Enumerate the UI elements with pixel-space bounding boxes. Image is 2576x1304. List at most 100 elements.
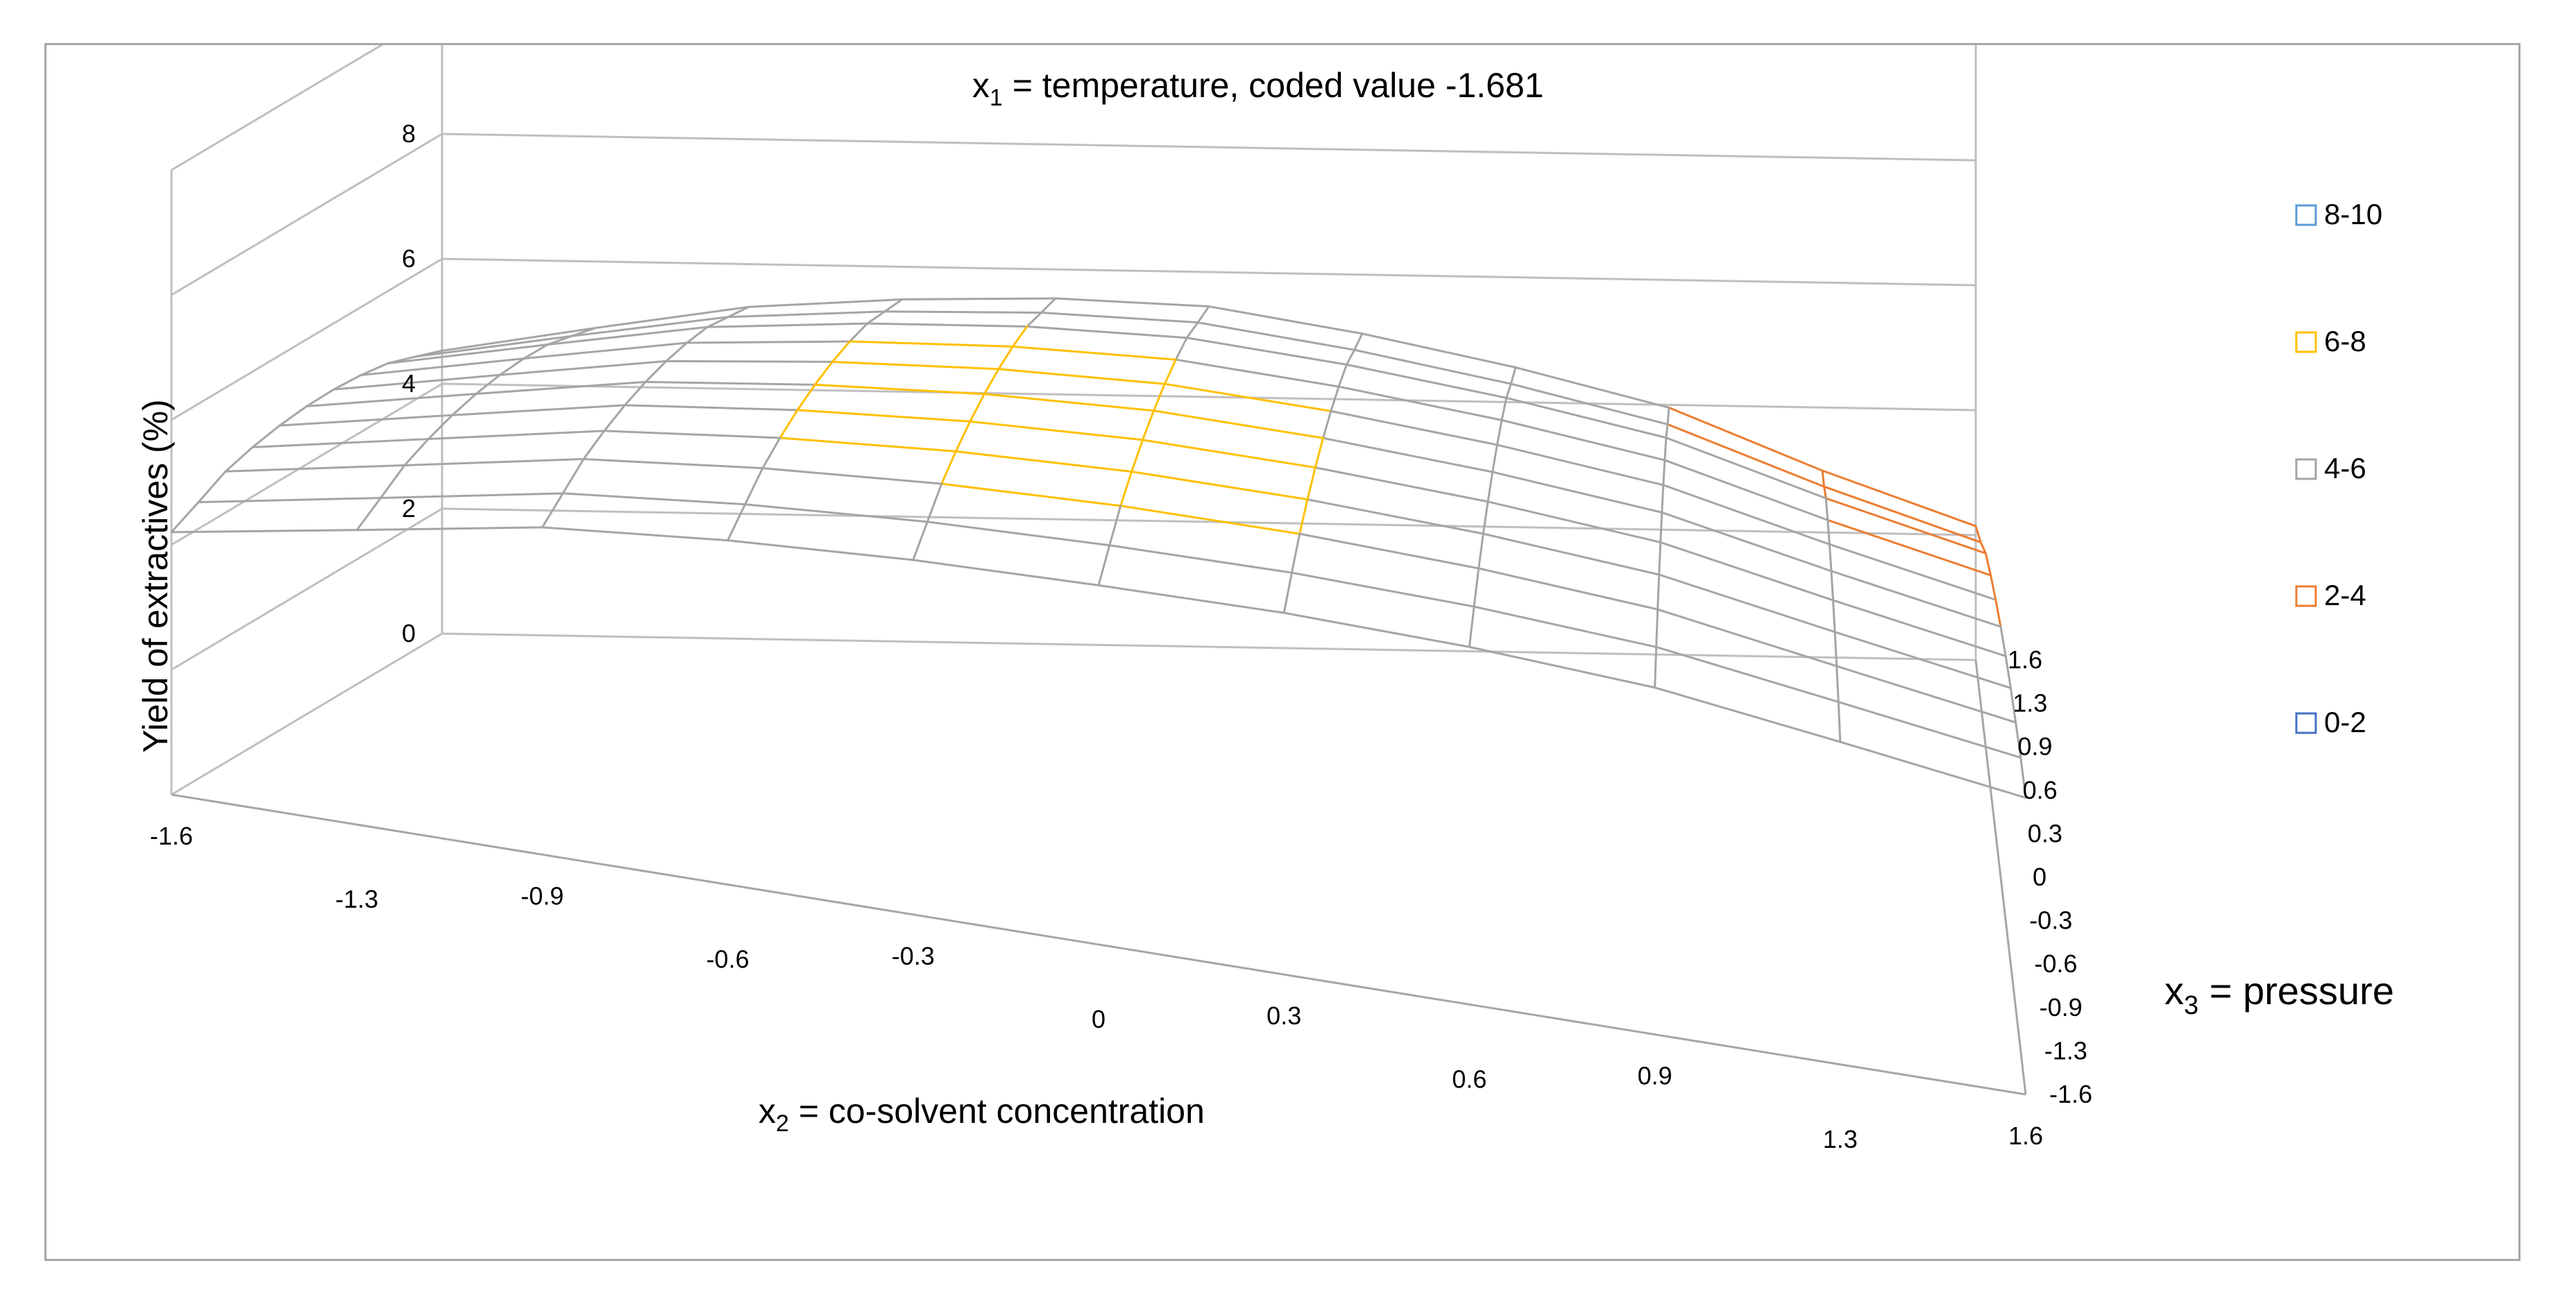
mesh-line-x3 (1486, 471, 1494, 503)
mesh-line-x3 (686, 325, 709, 344)
mesh-line-x3 (1984, 552, 1992, 577)
mesh-line-x2 (1509, 382, 1669, 425)
mesh-line-x3 (2009, 686, 2017, 724)
mesh-line-x3 (1482, 500, 1489, 535)
mesh-line-x2 (1196, 321, 1356, 351)
mesh-line-x3 (1011, 325, 1028, 348)
mesh-line-x3 (983, 368, 1000, 396)
mesh-line-x2 (940, 482, 1122, 507)
mesh-line-x3 (1509, 366, 1517, 385)
mesh-line-x2 (1837, 700, 2022, 759)
mesh-line-x3 (359, 362, 389, 377)
mesh-line-x2 (355, 526, 543, 532)
mesh-line-x2 (744, 503, 929, 523)
mesh-line-x3 (1974, 525, 1982, 543)
mesh-line-x2 (1473, 605, 1658, 648)
mesh-line-x2 (1839, 740, 2027, 799)
mesh-line-x2 (1659, 541, 1834, 602)
mesh-line-x2 (1314, 466, 1489, 503)
mesh-line-x2 (983, 393, 1155, 412)
x-axis-title: x2 = co-solvent concentration (759, 1092, 1205, 1137)
mesh-line-x3 (1656, 573, 1661, 611)
mesh-line-x2 (441, 327, 597, 352)
legend-swatch (2295, 712, 2317, 734)
mesh-line-x2 (1345, 363, 1508, 399)
mesh-line-x3 (940, 450, 957, 485)
mesh-line-x2 (603, 430, 781, 439)
mesh-line-x3 (2019, 756, 2027, 799)
y-tick-label: -1.6 (2049, 1080, 2092, 1108)
mesh-line-x3 (926, 482, 943, 523)
mesh-line-x3 (1345, 348, 1356, 366)
mesh-line-x3 (1658, 541, 1662, 576)
mesh-line-x2 (1824, 497, 1987, 554)
y-tick-label: 0.3 (2028, 819, 2062, 847)
mesh-line-x3 (796, 383, 816, 412)
y-tick-labels: 1.6 1.3 0.9 0.6 0.3 0 -0.3 -0.6 -0.9 -1.3 -1.6 (2008, 645, 2092, 1108)
mesh-line-x3 (883, 298, 904, 313)
x-tick-label: 1.3 (1823, 1125, 1858, 1153)
z-gridline-5 (171, 45, 384, 171)
mesh-line-x3 (727, 503, 747, 542)
mesh-line-x2 (727, 539, 915, 561)
mesh-line-x2 (251, 438, 430, 448)
z-tick-label: 4 (402, 369, 416, 398)
mesh-line-x2 (1040, 312, 1199, 324)
x2-axis-line (171, 793, 2026, 1096)
mesh-line-x2 (403, 458, 585, 466)
mesh-line-x2 (686, 340, 851, 344)
mesh-line-x3 (1662, 459, 1666, 486)
mesh-line-x3 (1185, 321, 1199, 339)
mesh-line-x2 (1322, 437, 1494, 473)
legend-swatch (2295, 458, 2317, 480)
mesh-line-x2 (1666, 423, 1826, 488)
mesh-line-x2 (1108, 544, 1293, 574)
x-tick-label: 0.9 (1638, 1062, 1672, 1090)
mesh-line-x2 (1119, 505, 1301, 535)
mesh-line-x2 (849, 340, 1014, 348)
y-tick-label: 0.6 (2023, 776, 2058, 804)
chart-title: x1 = temperature, coded value -1.681 (972, 66, 1544, 111)
mesh-line-x3 (1337, 363, 1348, 388)
mesh-line-x3 (969, 393, 985, 423)
mesh-line-x2 (1827, 518, 1992, 577)
mesh-line-x3 (1097, 544, 1111, 586)
mesh-line-x3 (1663, 437, 1668, 462)
mesh-line-x3 (1830, 570, 1834, 602)
mesh-line-x3 (1837, 700, 1842, 743)
surface-chart: -1.6 -1.3 -0.9 -0.6 -0.3 0 0.3 0.6 0.9 1.3 1.6 1.6… (136, 45, 2394, 1153)
mesh-line-x2 (1500, 418, 1666, 462)
mesh-line-x3 (1666, 406, 1670, 425)
mesh-line-x2 (1353, 348, 1512, 385)
mesh-line-x2 (997, 368, 1166, 385)
mesh-line-x2 (387, 344, 549, 365)
z-tick-label: 2 (402, 494, 416, 523)
z-gridline-0 (171, 632, 1976, 796)
mesh-line-x3 (1824, 497, 1829, 521)
mesh-line-x3 (1142, 409, 1155, 441)
mesh-line-x2 (1836, 665, 2017, 724)
chart-axes (171, 659, 2027, 1096)
mesh-line-x2 (623, 404, 799, 412)
mesh-line-x2 (498, 359, 668, 376)
mesh-line-x3 (1026, 312, 1042, 328)
mesh-line-x3 (541, 492, 564, 529)
mesh-line-x3 (305, 388, 335, 407)
mesh-line-x3 (1821, 469, 1826, 488)
mesh-line-x2 (1663, 459, 1829, 521)
legend-label: 6-8 (2324, 325, 2366, 357)
legend-label: 8-10 (2324, 198, 2382, 230)
mesh-line-x3 (582, 430, 606, 461)
mesh-line-x2 (1174, 358, 1340, 388)
mesh-line-x2 (1185, 337, 1348, 366)
mesh-line-x2 (1823, 485, 1982, 543)
mesh-line-x2 (1828, 543, 1997, 601)
legend-label: 4-6 (2324, 452, 2366, 484)
mesh-line-x2 (1668, 406, 1824, 472)
mesh-line-x3 (475, 373, 501, 395)
mesh-line-x2 (1831, 599, 2007, 657)
mesh-line-x2 (866, 322, 1028, 328)
mesh-line-x3 (451, 392, 477, 416)
x-tick-label: -0.6 (706, 945, 749, 974)
mesh-line-x3 (1831, 599, 1836, 634)
